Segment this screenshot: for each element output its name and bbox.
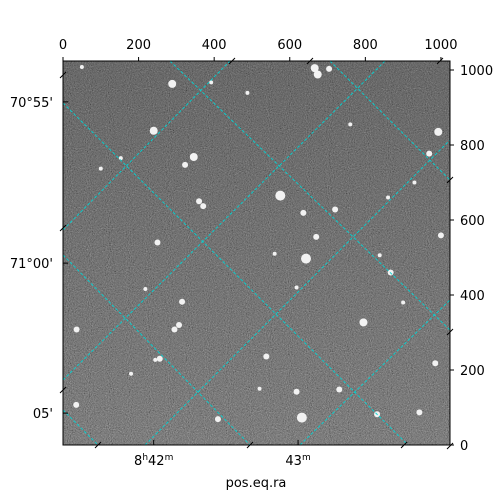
star	[377, 253, 382, 258]
star	[98, 166, 103, 171]
grid-line	[63, 254, 251, 445]
grid-line	[144, 139, 450, 445]
star	[294, 285, 299, 290]
star	[154, 239, 161, 246]
star	[434, 127, 443, 136]
right-tick-label: 200	[460, 364, 485, 379]
star	[153, 357, 158, 362]
grid-edge-tick	[446, 328, 454, 336]
star	[401, 300, 406, 305]
grid-edge-tick	[59, 386, 67, 394]
right-tick-label: 400	[460, 289, 485, 304]
star	[272, 251, 277, 256]
grid-edge-tick	[228, 57, 236, 65]
star	[196, 198, 203, 205]
x-axis-label: pos.eq.ra	[226, 476, 287, 491]
grid-edge-tick	[446, 442, 454, 450]
star	[275, 190, 286, 201]
star	[296, 412, 307, 423]
right-tick-label: 600	[460, 214, 485, 229]
star	[326, 65, 333, 72]
grid-edge-tick	[306, 57, 314, 65]
grid-line	[63, 61, 231, 231]
star	[168, 79, 177, 88]
dec-tick-label: 05'	[33, 407, 53, 422]
star	[437, 232, 444, 239]
star	[336, 386, 343, 393]
pixel-axis-ticks: 0 200 400 600 800 1000 0 200 400 600 800 1000	[59, 38, 493, 454]
star	[293, 388, 300, 395]
star	[171, 326, 178, 333]
top-tick-label: 400	[202, 38, 227, 53]
star	[416, 409, 423, 416]
star	[359, 318, 368, 327]
stars	[73, 64, 444, 423]
star	[313, 233, 320, 240]
grid-line	[63, 61, 386, 381]
top-tick-label: 600	[277, 38, 302, 53]
right-tick-label: 0	[460, 439, 468, 454]
star	[149, 126, 158, 135]
star	[432, 360, 439, 367]
star	[301, 253, 312, 264]
star	[179, 298, 186, 305]
star	[73, 401, 80, 408]
world-axis-ticks: 8h42m 43m 70°55' 71°00' 05'	[10, 57, 454, 469]
star	[79, 65, 84, 69]
star	[426, 150, 433, 157]
star	[310, 64, 319, 73]
star	[182, 161, 189, 168]
star	[332, 206, 339, 213]
star	[263, 353, 270, 360]
grid-line	[63, 102, 409, 445]
top-tick-label: 200	[126, 38, 151, 53]
star	[214, 416, 221, 423]
star	[200, 203, 207, 210]
grid-edge-tick	[446, 176, 454, 184]
star	[156, 355, 163, 362]
right-tick-label: 800	[460, 139, 485, 154]
grid-edge-tick	[59, 71, 67, 79]
right-tick-label: 1000	[460, 64, 493, 79]
coordinate-grid	[63, 61, 450, 445]
grid-edge-tick	[400, 441, 408, 449]
star	[143, 287, 148, 291]
star	[245, 90, 250, 95]
dec-tick-label: 71°00'	[10, 257, 53, 272]
star	[348, 122, 353, 127]
star	[73, 326, 80, 333]
star	[209, 80, 214, 85]
grid-line	[63, 409, 99, 445]
top-tick-label: 0	[59, 38, 67, 53]
star	[313, 70, 322, 79]
star	[257, 386, 262, 391]
grid-edge-tick	[246, 441, 254, 449]
grid-edge-tick	[94, 441, 102, 449]
plot-frame	[62, 60, 451, 446]
grid-edge-tick	[59, 224, 67, 232]
star	[300, 209, 307, 216]
star	[386, 195, 391, 200]
star	[176, 322, 183, 328]
top-tick-label: 1000	[424, 38, 457, 53]
ra-tick-label: 8h42m	[134, 453, 173, 469]
dec-tick-label: 70°55'	[10, 96, 53, 111]
ra-tick-label: 43m	[285, 453, 310, 469]
star	[118, 156, 123, 161]
grid-edge-tick	[436, 57, 444, 65]
star	[412, 180, 417, 185]
image-noise	[63, 61, 450, 445]
star	[189, 153, 198, 161]
star	[129, 371, 134, 376]
top-tick-label: 800	[353, 38, 378, 53]
